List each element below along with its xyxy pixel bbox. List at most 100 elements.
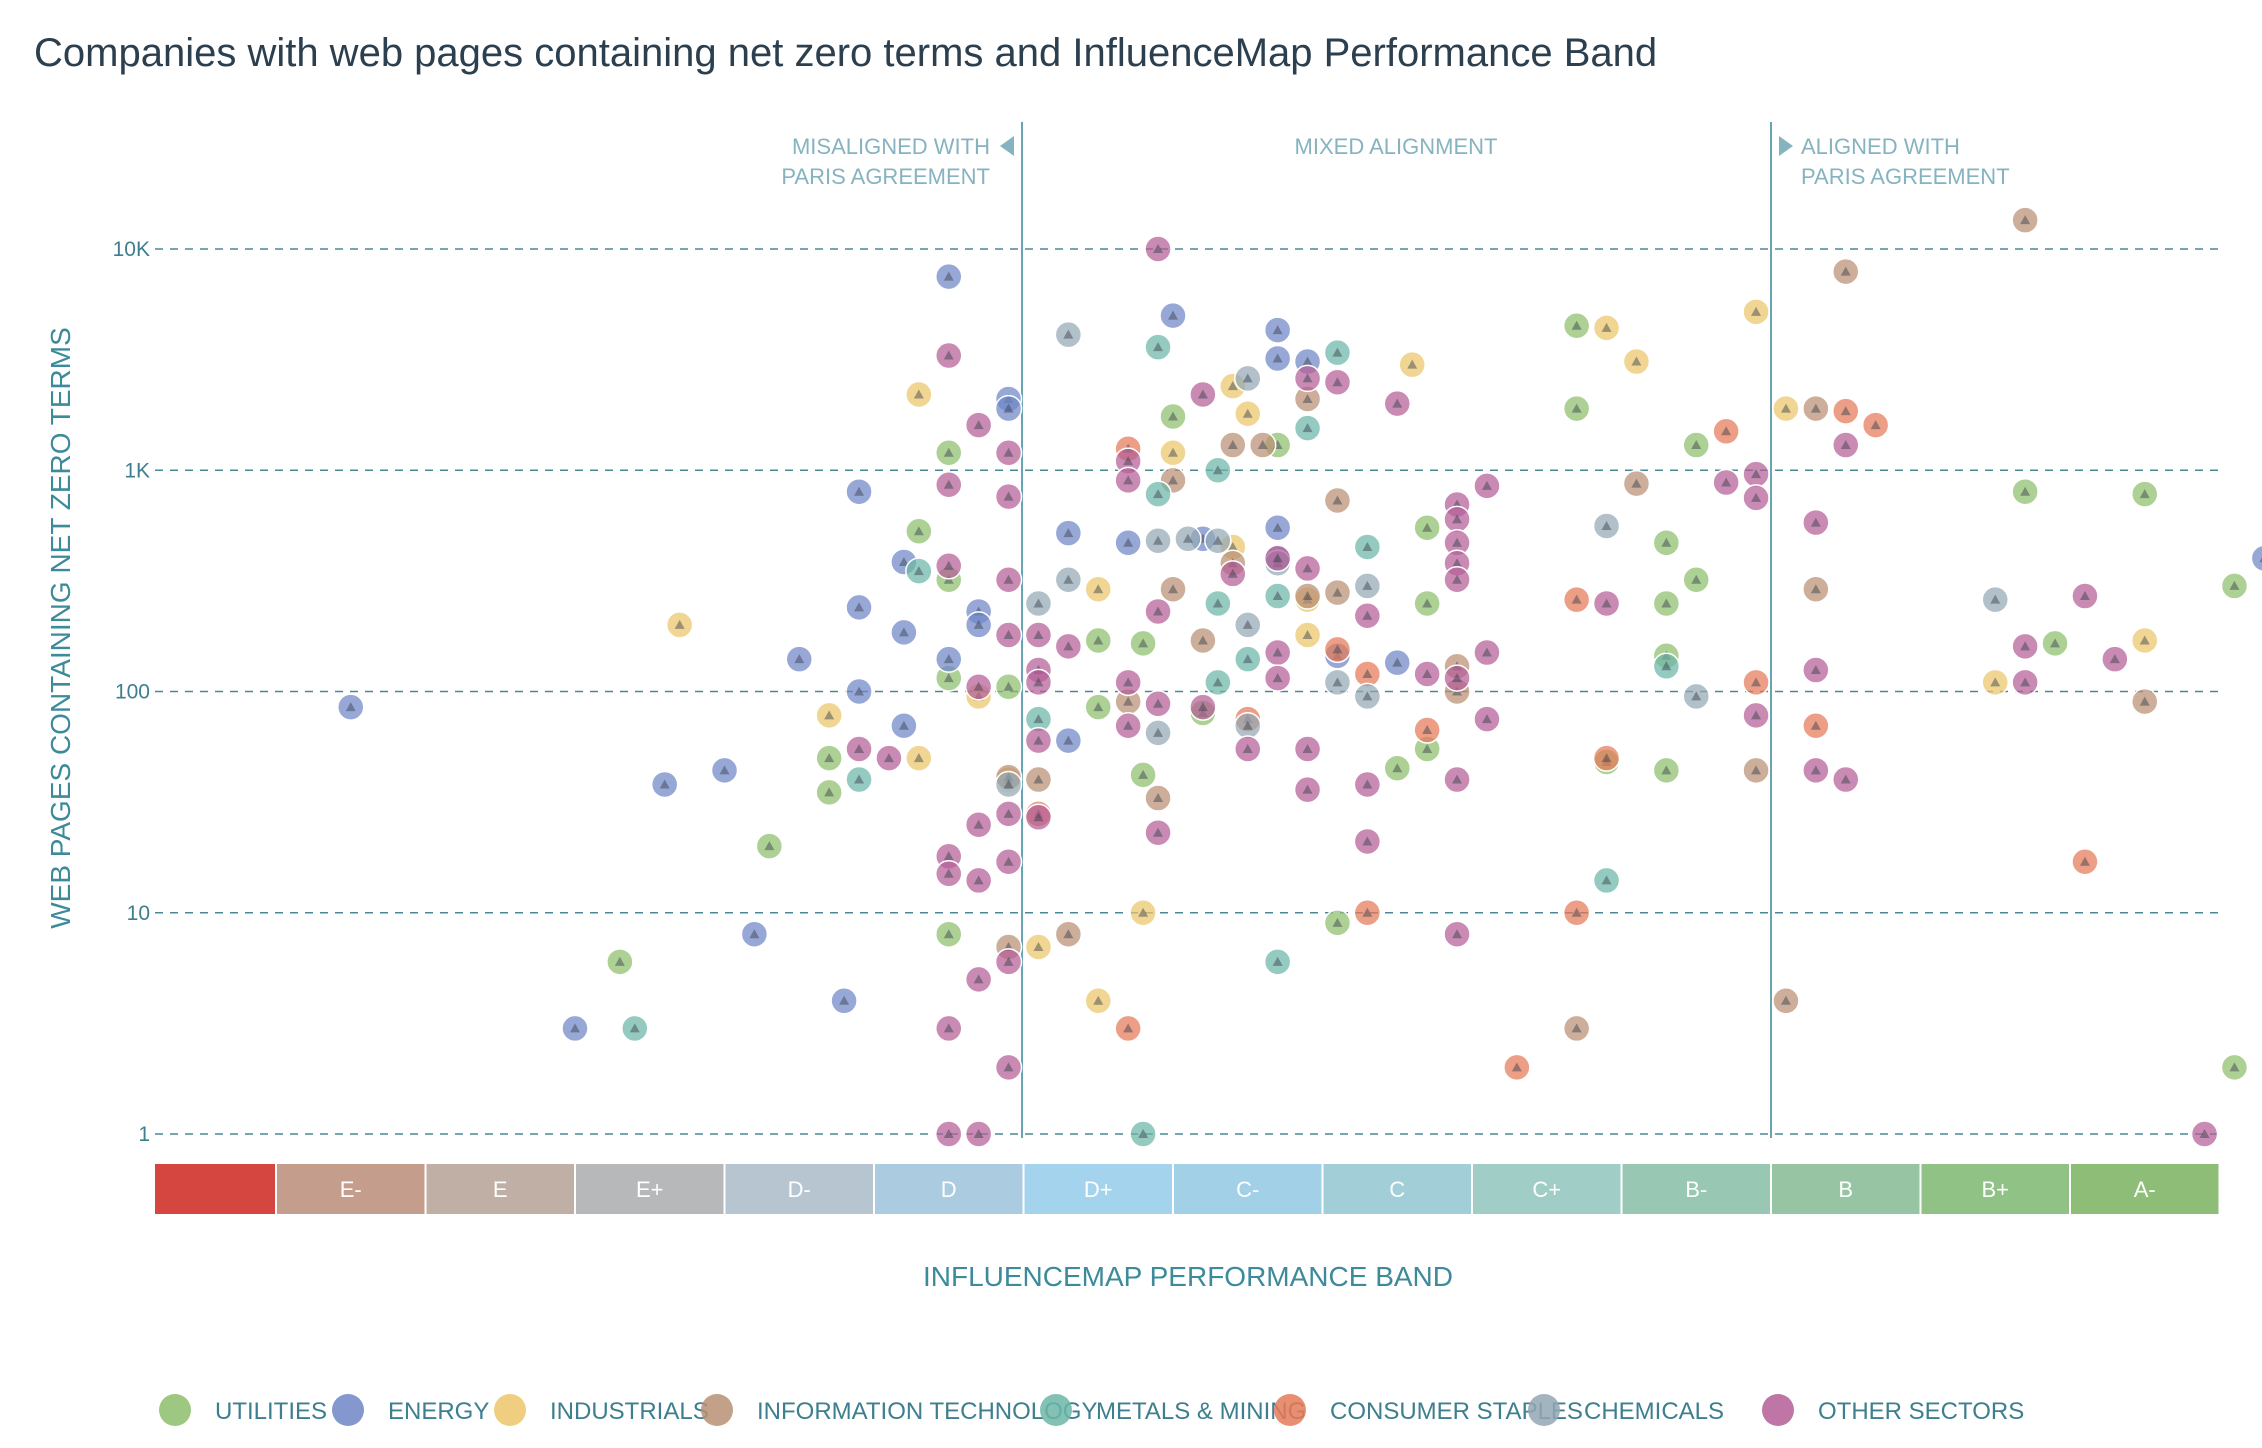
data-point-consumer xyxy=(1861,411,1890,439)
data-point-other xyxy=(994,848,1023,876)
data-point-consumer xyxy=(1413,716,1441,744)
band-cell xyxy=(155,1164,275,1214)
data-point-other xyxy=(1742,701,1770,730)
legend-item-energy: ENERGY xyxy=(332,1394,489,1426)
data-point-other xyxy=(1024,621,1053,649)
data-point-it xyxy=(1742,756,1770,785)
band-cell xyxy=(1622,1164,1770,1214)
data-point-chemicals xyxy=(1234,712,1262,740)
data-point-utilities xyxy=(1159,402,1187,431)
data-point-industrials xyxy=(665,611,694,639)
y-tick-label: 1 xyxy=(138,1123,150,1146)
data-point-industrials xyxy=(1622,347,1651,376)
data-point-metals xyxy=(621,1014,649,1043)
data-point-other xyxy=(2011,632,2039,661)
data-point-other xyxy=(1323,368,1352,396)
legend-label: CHEMICALS xyxy=(1584,1398,1724,1425)
data-point-other xyxy=(1114,668,1142,697)
data-point-other xyxy=(1353,601,1382,630)
data-point-other xyxy=(935,1014,963,1043)
data-point-other xyxy=(2011,668,2039,697)
data-point-it xyxy=(2131,687,2159,716)
data-point-other xyxy=(994,565,1023,594)
data-point-metals xyxy=(1204,668,1232,697)
data-point-other xyxy=(935,860,963,888)
legend-item-utilities: UTILITIES xyxy=(159,1394,327,1426)
data-point-other xyxy=(1144,818,1172,847)
data-point-other xyxy=(1443,565,1471,594)
data-point-energy xyxy=(935,262,963,291)
data-point-energy xyxy=(1054,519,1083,547)
data-point-other xyxy=(935,552,963,580)
data-point-other xyxy=(2101,645,2129,673)
data-point-it xyxy=(1114,687,1142,716)
band-cell xyxy=(576,1164,724,1214)
data-point-consumer xyxy=(1562,585,1591,614)
data-point-chemicals xyxy=(1144,527,1172,555)
data-point-other xyxy=(964,1120,993,1148)
data-point-other xyxy=(1353,827,1382,856)
band-label: B xyxy=(1838,1177,1853,1202)
data-point-chemicals xyxy=(994,770,1023,799)
data-point-other xyxy=(1473,705,1501,733)
data-point-chemicals xyxy=(1054,565,1083,594)
data-point-other xyxy=(1293,364,1322,393)
data-point-other xyxy=(1144,690,1172,718)
data-point-utilities xyxy=(2220,1053,2249,1082)
data-point-other xyxy=(964,810,993,839)
data-point-energy xyxy=(1114,529,1142,557)
data-point-energy xyxy=(1263,316,1292,344)
band-label: D- xyxy=(788,1177,811,1202)
data-point-utilities xyxy=(2220,572,2249,600)
data-point-other xyxy=(2190,1120,2219,1148)
data-point-utilities xyxy=(1562,311,1591,340)
y-tick-label: 10K xyxy=(113,238,150,261)
data-point-energy xyxy=(710,756,739,785)
band-cell xyxy=(2071,1164,2219,1214)
data-points xyxy=(337,206,2262,1148)
data-point-other xyxy=(1832,431,1860,459)
data-point-other xyxy=(964,965,993,994)
band-cell xyxy=(1473,1164,1621,1214)
data-point-metals xyxy=(1144,333,1172,361)
legend-label: METALS & MINING xyxy=(1096,1398,1306,1425)
data-point-chemicals xyxy=(1234,364,1262,393)
data-point-other xyxy=(1802,756,1830,785)
data-point-energy xyxy=(830,987,858,1015)
data-point-industrials xyxy=(1129,899,1157,927)
legend-label: UTILITIES xyxy=(215,1398,327,1425)
y-axis-title: WEB PAGES CONTAINING NET ZERO TERMS xyxy=(45,327,76,929)
data-point-energy xyxy=(337,693,365,721)
data-point-industrials xyxy=(905,744,933,772)
data-point-it xyxy=(1219,431,1247,459)
performance-band-scale: E- E E+ D- D D+ C- C C+ B- B B+ A- xyxy=(155,1164,2219,1214)
data-point-consumer xyxy=(1742,668,1770,697)
data-point-other xyxy=(994,621,1023,649)
data-point-industrials xyxy=(1398,350,1426,379)
data-point-other xyxy=(935,341,963,370)
data-point-energy xyxy=(994,394,1023,423)
data-point-consumer xyxy=(1832,397,1860,425)
data-point-utilities xyxy=(1652,529,1681,557)
data-point-other xyxy=(1189,380,1217,409)
data-point-utilities xyxy=(815,744,843,772)
band-label: D xyxy=(941,1177,957,1202)
band-label: E- xyxy=(340,1177,362,1202)
legend-swatch xyxy=(332,1394,364,1426)
data-point-it xyxy=(1024,765,1053,794)
zone-label-aligned-line1: ALIGNED WITH xyxy=(1801,134,1960,159)
y-tick-label: 10 xyxy=(127,902,150,925)
data-point-metals xyxy=(1293,414,1322,442)
legend-item-other: OTHER SECTORS xyxy=(1762,1394,2024,1426)
data-point-other xyxy=(1144,235,1172,263)
band-cell xyxy=(1323,1164,1471,1214)
data-point-consumer xyxy=(1562,899,1591,927)
data-point-industrials xyxy=(1981,668,2009,697)
data-point-utilities xyxy=(1682,565,1710,594)
data-point-utilities xyxy=(935,438,963,467)
data-point-utilities xyxy=(2131,480,2159,508)
data-point-utilities xyxy=(1084,626,1112,655)
data-point-utilities xyxy=(1652,589,1681,618)
data-point-utilities xyxy=(1562,394,1591,423)
